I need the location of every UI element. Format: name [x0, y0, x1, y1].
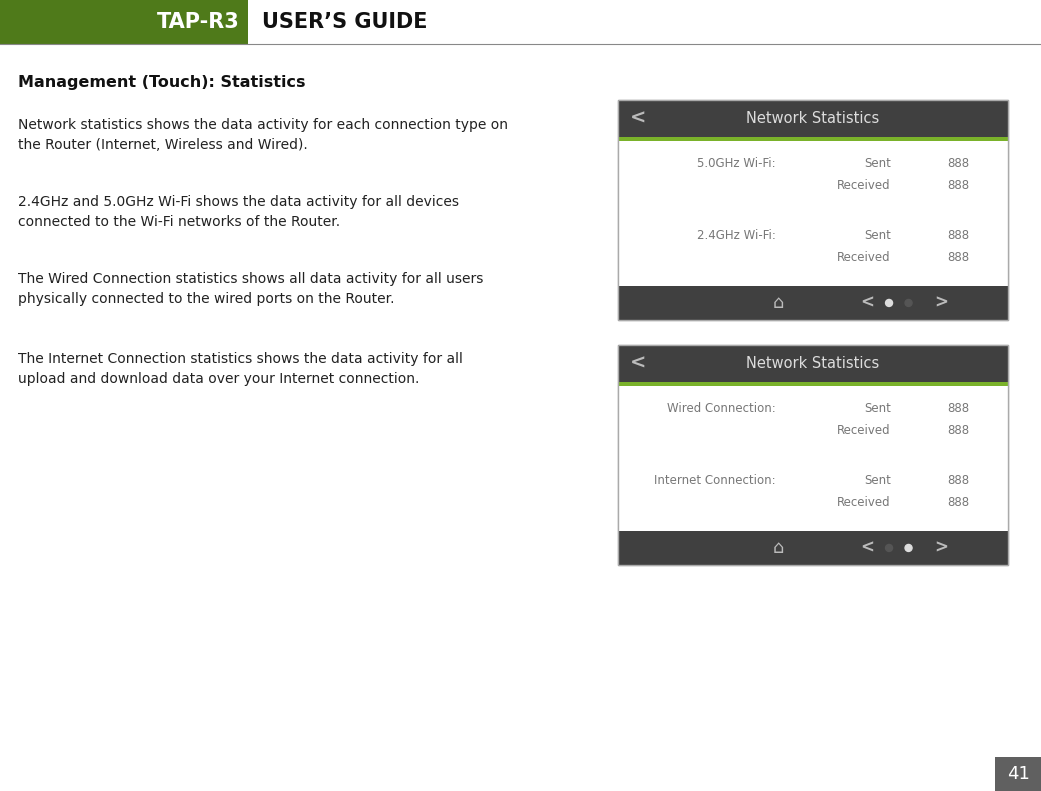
Bar: [618, 345, 1008, 565]
Text: 888: 888: [947, 229, 969, 242]
Bar: [995, 757, 1041, 791]
Text: Sent: Sent: [864, 157, 891, 170]
Text: 888: 888: [947, 475, 969, 487]
Text: Wired Connection:: Wired Connection:: [667, 402, 776, 415]
Text: Received: Received: [837, 496, 891, 509]
Circle shape: [905, 544, 912, 551]
Bar: [618, 141, 1008, 286]
Text: 888: 888: [947, 179, 969, 191]
Text: 41: 41: [1007, 765, 1030, 783]
Text: Sent: Sent: [864, 402, 891, 415]
Text: >: >: [935, 294, 948, 312]
Text: The Internet Connection statistics shows the data activity for all
upload and do: The Internet Connection statistics shows…: [18, 352, 463, 386]
Text: Network Statistics: Network Statistics: [746, 111, 880, 126]
Text: 888: 888: [947, 496, 969, 509]
Bar: [0, 0, 248, 44]
Text: 5.0GHz Wi-Fi:: 5.0GHz Wi-Fi:: [697, 157, 776, 170]
Bar: [618, 531, 1008, 565]
Text: The Wired Connection statistics shows all data activity for all users
physically: The Wired Connection statistics shows al…: [18, 272, 483, 306]
Text: Sent: Sent: [864, 229, 891, 242]
Bar: [618, 345, 1008, 382]
Text: USER’S GUIDE: USER’S GUIDE: [262, 12, 428, 32]
Bar: [618, 286, 1008, 320]
Bar: [618, 100, 1008, 320]
Bar: [618, 100, 1008, 320]
Text: <: <: [861, 294, 874, 312]
Bar: [618, 100, 1008, 137]
Text: Network statistics shows the data activity for each connection type on
the Route: Network statistics shows the data activi…: [18, 118, 508, 152]
Text: Received: Received: [837, 179, 891, 191]
Text: Sent: Sent: [864, 475, 891, 487]
Text: 888: 888: [947, 251, 969, 264]
Bar: [618, 345, 1008, 565]
Bar: [618, 382, 1008, 386]
Text: 2.4GHz and 5.0GHz Wi-Fi shows the data activity for all devices
connected to the: 2.4GHz and 5.0GHz Wi-Fi shows the data a…: [18, 195, 459, 229]
Text: ⌂: ⌂: [772, 294, 784, 312]
Bar: [618, 386, 1008, 531]
Text: Management (Touch): Statistics: Management (Touch): Statistics: [18, 74, 305, 89]
Text: 2.4GHz Wi-Fi:: 2.4GHz Wi-Fi:: [697, 229, 776, 242]
Text: Network Statistics: Network Statistics: [746, 356, 880, 371]
Circle shape: [886, 300, 892, 306]
Text: <: <: [861, 539, 874, 557]
Text: Received: Received: [837, 424, 891, 437]
Circle shape: [905, 300, 912, 306]
Text: <: <: [630, 109, 646, 128]
Text: 888: 888: [947, 157, 969, 170]
Bar: [618, 137, 1008, 141]
Text: >: >: [935, 539, 948, 557]
Text: 888: 888: [947, 402, 969, 415]
Text: ⌂: ⌂: [772, 539, 784, 557]
Circle shape: [886, 544, 892, 551]
Text: Received: Received: [837, 251, 891, 264]
Text: <: <: [630, 354, 646, 373]
Text: 888: 888: [947, 424, 969, 437]
Text: TAP-R3: TAP-R3: [157, 12, 240, 32]
Text: Internet Connection:: Internet Connection:: [655, 475, 776, 487]
